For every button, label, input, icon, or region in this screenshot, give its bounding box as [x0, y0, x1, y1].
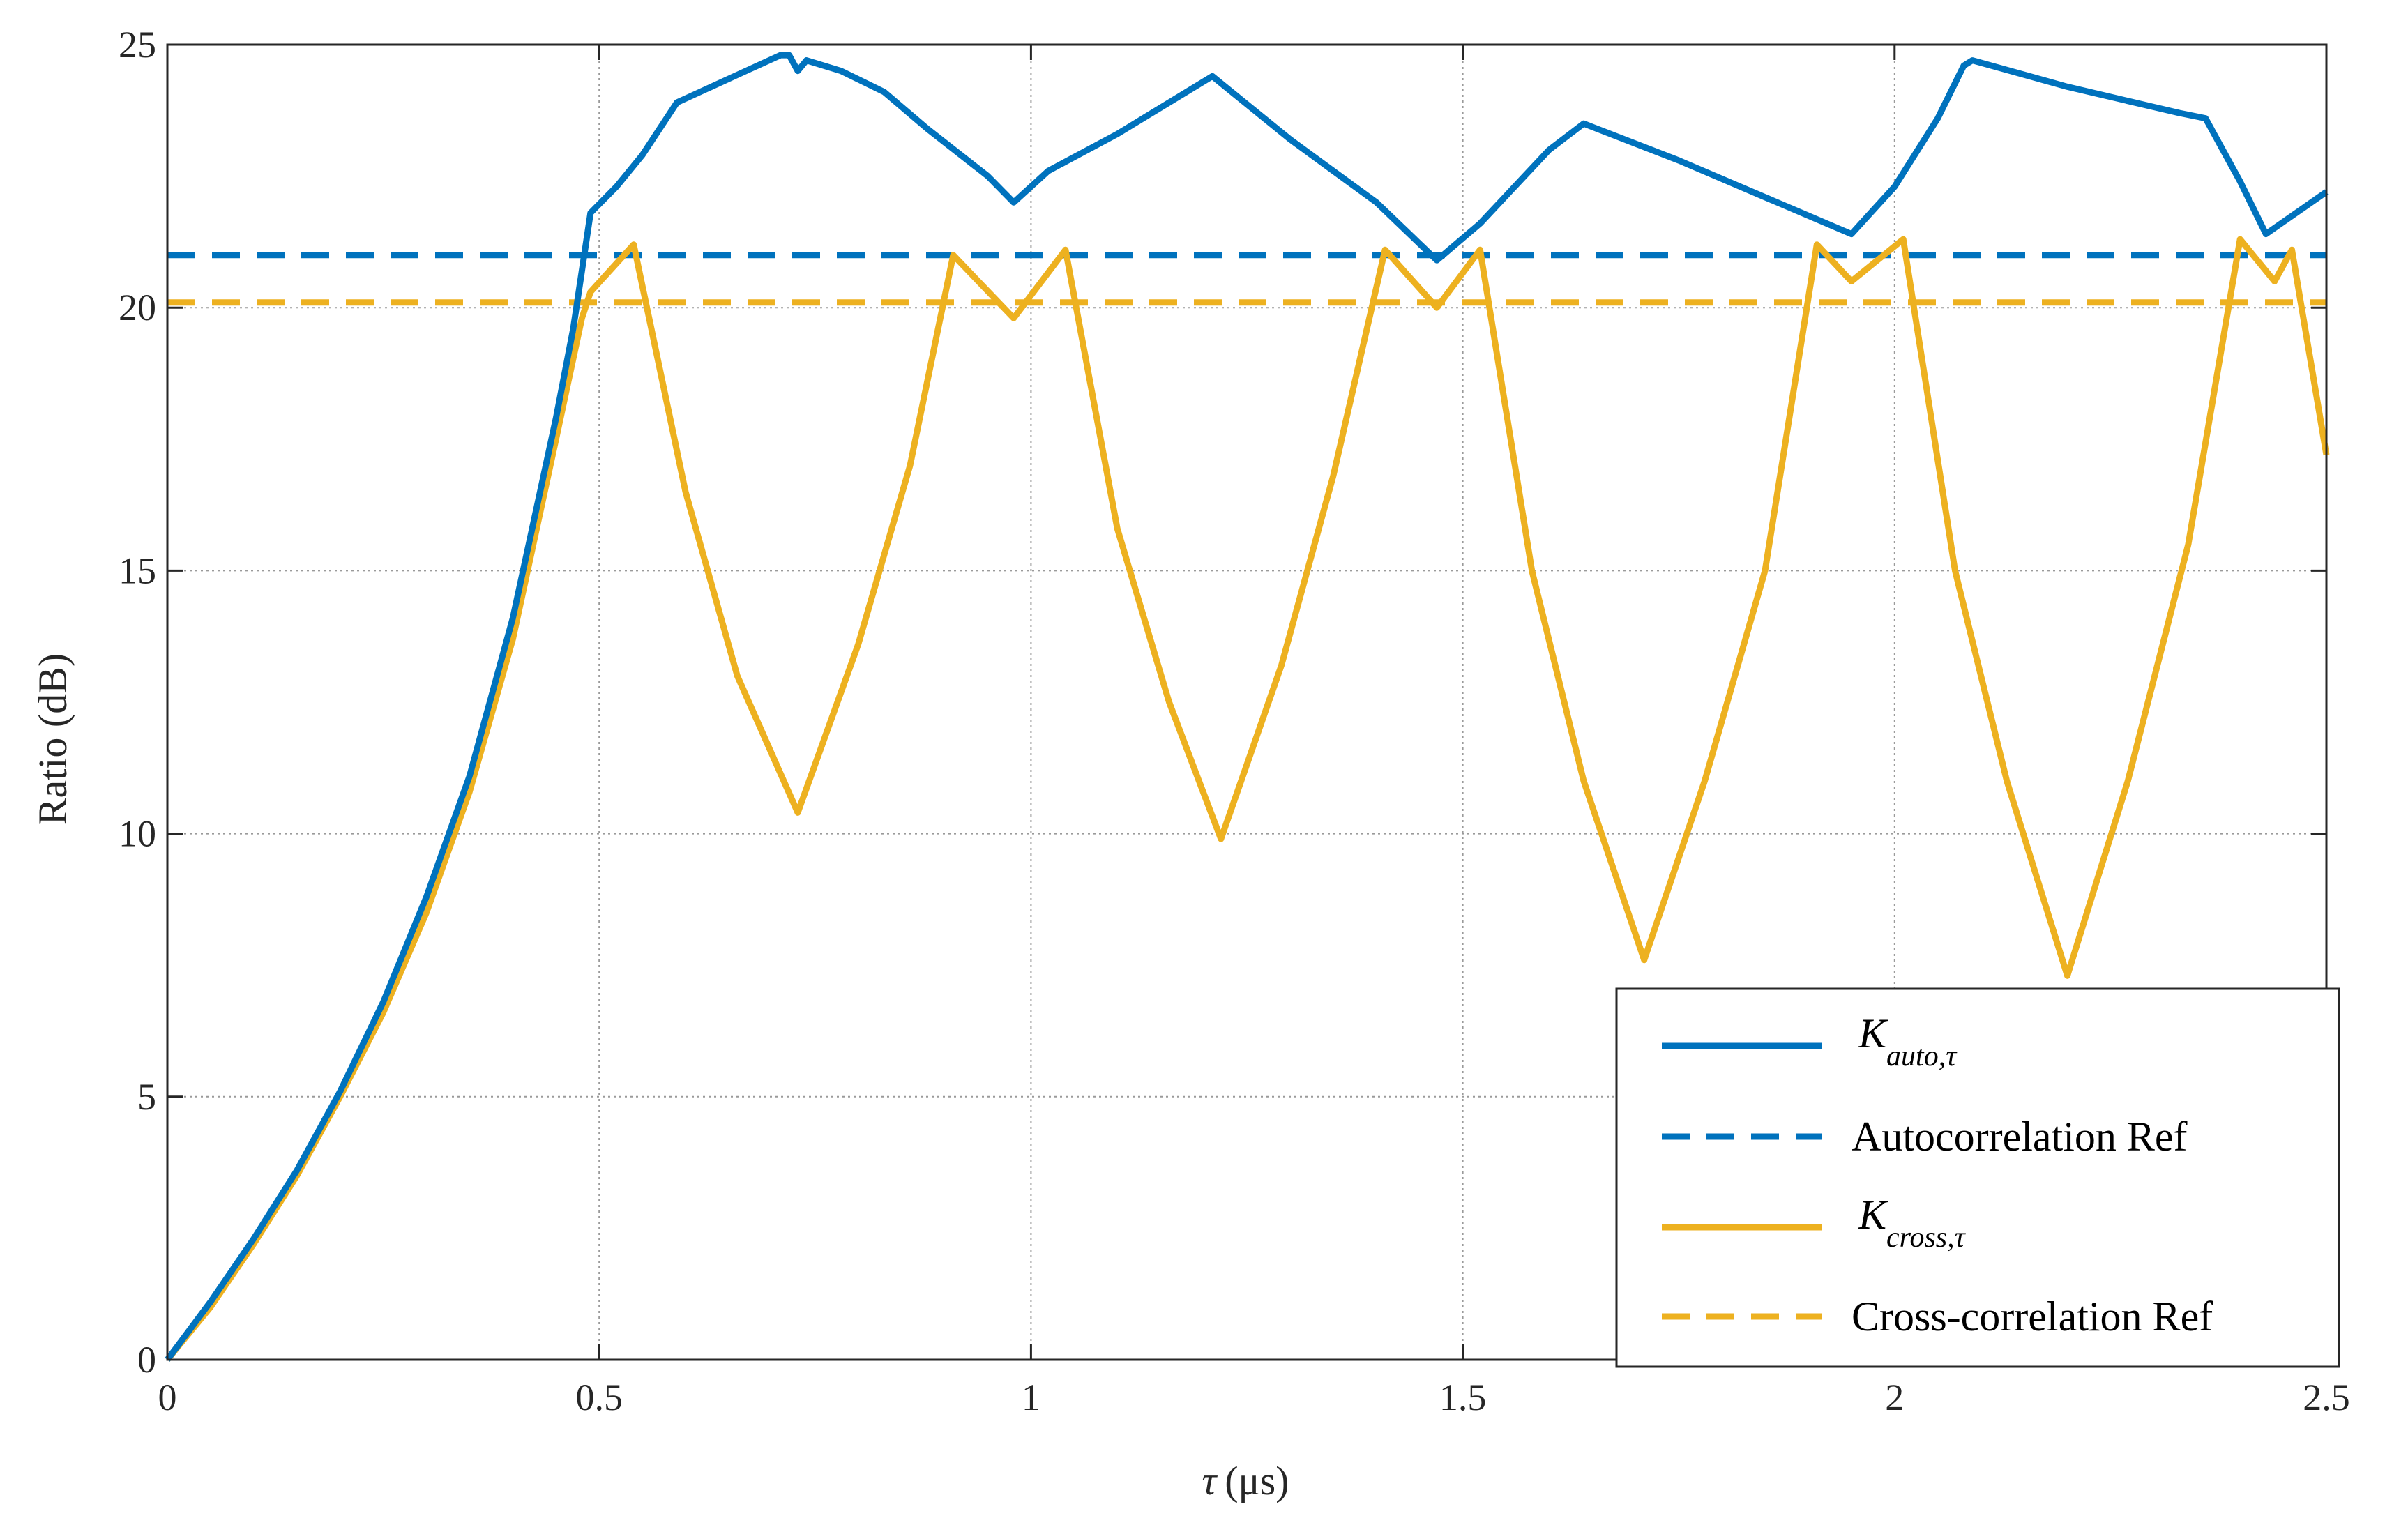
- legend-k-cross-main: K: [1858, 1192, 1888, 1238]
- legend-k-auto-main: K: [1858, 1010, 1888, 1056]
- legend-k-auto-sub: auto,τ: [1886, 1040, 1958, 1072]
- y-tick-label: 20: [119, 287, 156, 328]
- x-tick-label: 0.5: [575, 1376, 623, 1418]
- x-axis-label: τ (μs): [1202, 1458, 1289, 1503]
- y-axis-label: Ratio (dB): [30, 653, 75, 825]
- series-k-cross-line: [165, 236, 2330, 1362]
- y-tick-label: 0: [137, 1339, 156, 1381]
- legend-k-cross-sub: cross,τ: [1886, 1222, 1967, 1254]
- legend-label-k-cross: Kcross,τ: [1858, 1192, 1967, 1254]
- series-k-auto-line: [165, 52, 2329, 1362]
- x-tick-label: 2.5: [2303, 1376, 2350, 1418]
- grid-lines: [167, 45, 2326, 1360]
- y-tick-label: 25: [119, 24, 156, 66]
- axis-ticks: 0 0.5 1 1.5 2 2.5 0 5 10 15 20 25: [119, 24, 2350, 1418]
- y-tick-label: 5: [137, 1076, 156, 1118]
- legend-label-cross-correlation-ref: Cross-correlation Ref: [1852, 1293, 2213, 1339]
- legend-label-k-auto: Kauto,τ: [1858, 1010, 1958, 1072]
- legend: Kauto,τ Autocorrelation Ref Kcross,τ Cro…: [1615, 987, 2340, 1368]
- y-tick-label: 15: [119, 549, 156, 591]
- x-tick-label: 0: [158, 1376, 177, 1418]
- x-tick-label: 1: [1022, 1376, 1040, 1418]
- reference-lines: [167, 252, 2326, 306]
- legend-box: [1615, 987, 2340, 1368]
- x-axis-label-unit: (μs): [1225, 1458, 1289, 1503]
- x-axis-label-var: τ: [1202, 1458, 1218, 1503]
- legend-label-autocorrelation-ref: Autocorrelation Ref: [1852, 1114, 2188, 1160]
- x-tick-label: 1.5: [1439, 1376, 1487, 1418]
- x-tick-label: 2: [1885, 1376, 1904, 1418]
- series-lines: [165, 52, 2330, 1362]
- plot-area-frame: [166, 43, 2328, 1361]
- y-tick-label: 10: [119, 813, 156, 855]
